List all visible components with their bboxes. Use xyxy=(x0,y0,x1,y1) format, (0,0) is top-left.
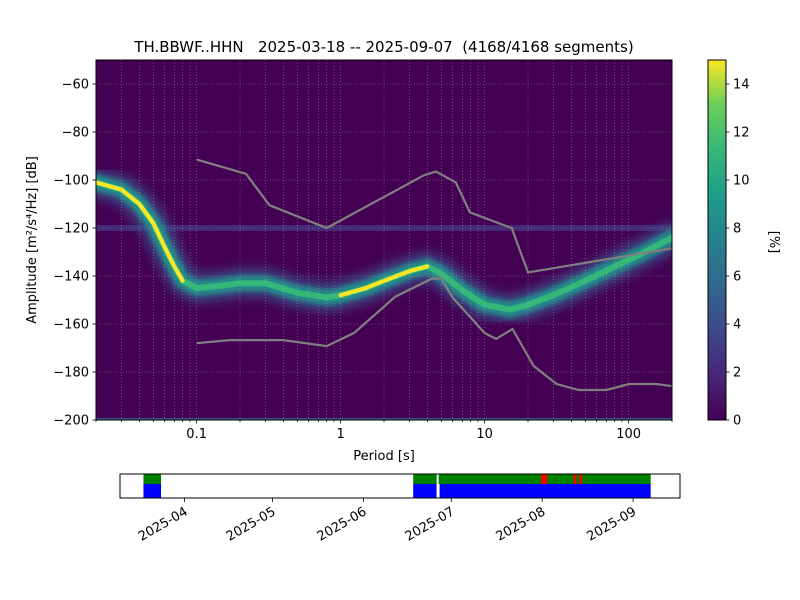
timeline-tick-label: 2025-04 xyxy=(136,504,191,544)
x-axis-label: Period [s] xyxy=(353,449,415,464)
y-tick-label: −120 xyxy=(53,222,89,237)
colorbar-gradient xyxy=(707,59,727,421)
x-tick-label: 100 xyxy=(616,427,641,442)
timeline-frame xyxy=(119,473,681,499)
timeline-bars xyxy=(143,474,651,498)
colorbar-tick-label: 12 xyxy=(733,126,750,141)
y-tick-label: −200 xyxy=(53,414,89,429)
timeline-red-marker xyxy=(573,474,577,484)
y-tick-label: −160 xyxy=(53,318,89,333)
psd-segment-bar xyxy=(143,474,162,484)
timeline-tick-label: 2025-05 xyxy=(224,504,279,544)
noise-models xyxy=(196,158,672,392)
timeline-tick-label: 2025-07 xyxy=(403,504,458,544)
y-axis: −60 −80 −100 −120 −140 −160 −180 −200 xyxy=(53,78,96,429)
chart-title: TH.BBWF..HHN 2025-03-18 -- 2025-09-07 (4… xyxy=(133,38,633,56)
colorbar-tick-label: 0 xyxy=(733,414,741,429)
colorbar-tick-label: 14 xyxy=(733,78,750,93)
x-tick-label: 1 xyxy=(337,427,345,442)
availability-timeline: 2025-04 2025-05 2025-06 2025-07 2025-08 2025-… xyxy=(119,473,681,545)
bottom-band xyxy=(96,418,672,420)
x-axis: 0.1 1 10 100 xyxy=(95,420,673,442)
timeline-tick-label: 2025-09 xyxy=(585,504,640,544)
y-tick-label: −100 xyxy=(53,174,89,189)
colorbar-tick-label: 8 xyxy=(733,222,741,237)
colorbar-tick-label: 10 xyxy=(733,174,750,189)
x-tick-label: 10 xyxy=(476,427,493,442)
high-noise-model-line xyxy=(196,158,672,274)
y-axis-label: Amplitude [m²/s⁴/Hz] [dB] xyxy=(25,156,40,324)
data-availability-bar xyxy=(143,484,162,498)
colorbar-label: [%] xyxy=(766,231,781,254)
colorbar-ticks: 0 2 4 6 8 10 12 14 xyxy=(726,78,750,429)
colorbar-tick-label: 2 xyxy=(733,366,741,381)
psd-segment-bar xyxy=(413,474,651,484)
colorbar-tick-label: 4 xyxy=(733,318,741,333)
x-tick-label: 0.1 xyxy=(186,427,207,442)
y-tick-label: −140 xyxy=(53,270,89,285)
timeline-red-marker xyxy=(579,474,583,484)
timeline-red-marker xyxy=(541,474,545,484)
y-tick-label: −60 xyxy=(62,78,89,93)
data-availability-bar xyxy=(413,484,437,498)
low-noise-model-line xyxy=(196,277,672,392)
timeline-tick-label: 2025-06 xyxy=(315,504,370,544)
y-tick-label: −80 xyxy=(62,126,89,141)
colorbar-tick-label: 6 xyxy=(733,270,741,285)
timeline-gap-marker xyxy=(436,474,439,498)
colorbar: 0 2 4 6 8 10 12 14 [%] xyxy=(707,59,781,429)
plot-grid xyxy=(96,60,672,420)
timeline-axis: 2025-04 2025-05 2025-06 2025-07 2025-08 2025-… xyxy=(136,498,639,545)
timeline-tick-label: 2025-08 xyxy=(494,504,549,544)
y-tick-label: −180 xyxy=(53,366,89,381)
timeline-red-marker xyxy=(544,474,548,484)
data-availability-bar xyxy=(439,484,651,498)
psd-peak-mid xyxy=(338,264,430,298)
psd-plot: 0.1 1 10 100 −60 −80 −100 −120 −140 −160 −180 −200… xyxy=(25,59,673,464)
